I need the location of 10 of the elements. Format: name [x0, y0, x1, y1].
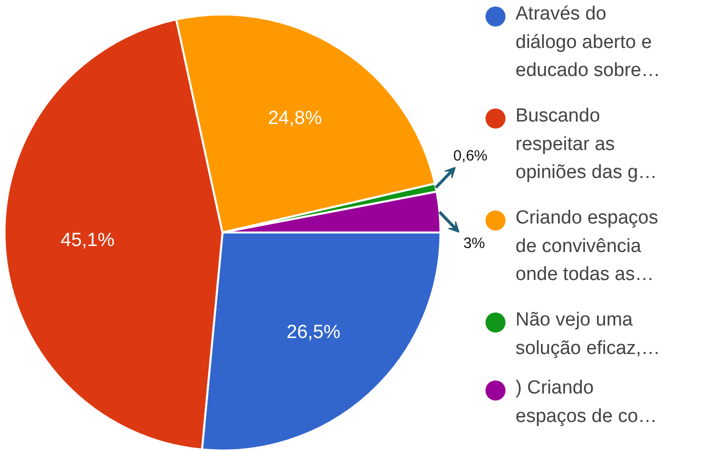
- data-label: 0,6%: [453, 147, 488, 164]
- legend-label: Criando espaços de convivência onde todas as…: [516, 208, 658, 286]
- data-label: 45,1%: [60, 230, 115, 252]
- legend-label: Não vejo uma solução eficaz,…: [516, 310, 660, 359]
- data-label: 26,5%: [286, 322, 341, 343]
- data-label: 3%: [463, 235, 486, 252]
- legend-label: Através do diálogo aberto e educado sobre…: [516, 4, 660, 82]
- data-label: 24,8%: [268, 108, 322, 129]
- legend-label: Buscando respeitar as opiniões das g…: [516, 106, 658, 184]
- legend-label: ) Criando espaços de co…: [516, 378, 658, 427]
